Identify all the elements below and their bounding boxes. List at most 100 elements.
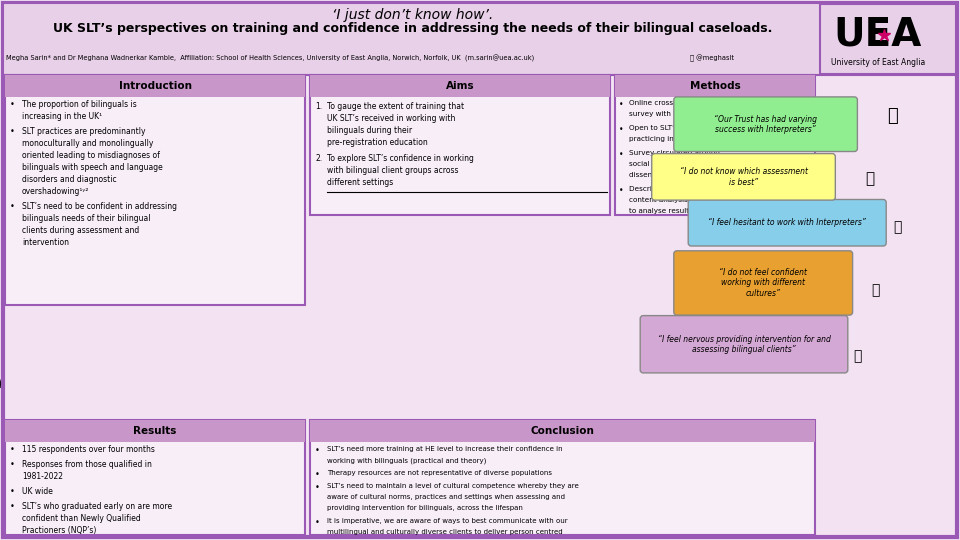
FancyBboxPatch shape [640,315,848,373]
Text: aware of cultural norms, practices and settings when assessing and: aware of cultural norms, practices and s… [327,494,565,500]
FancyBboxPatch shape [674,251,852,315]
Text: SLT’s need more training at HE level to increase their confidence in: SLT’s need more training at HE level to … [327,446,563,452]
Text: 16.5%: 16.5% [186,280,200,285]
Bar [246,266,286,281]
Text: bilinguals needs of their bilingual: bilinguals needs of their bilingual [22,214,151,223]
Text: 1.: 1. [315,102,323,111]
Text: 👤: 👤 [853,349,861,363]
FancyBboxPatch shape [688,199,886,246]
Bar [99,278,139,307]
Text: UK SLT’s perspectives on training and confidence in addressing the needs of thei: UK SLT’s perspectives on training and co… [54,22,773,35]
Bar [323,368,334,462]
Text: Open to SLT’s trained and: Open to SLT’s trained and [629,125,722,131]
Legend: 1, 2, 3, 4, 5: 1, 2, 3, 4, 5 [98,414,214,423]
Bar [544,406,557,462]
Text: “I feel hesitant to work with Interpreters”: “I feel hesitant to work with Interprete… [708,218,866,227]
Text: SLT’s need to be confident in addressing: SLT’s need to be confident in addressing [22,202,177,211]
Text: 2.86: 2.86 [256,256,276,265]
Text: 👤: 👤 [894,220,901,234]
Text: “I feel nervous providing intervention for and
assessing bilingual clients”: “I feel nervous providing intervention f… [658,335,830,354]
Text: SLT’s need to maintain a level of cultural competence whereby they are: SLT’s need to maintain a level of cultur… [327,483,579,489]
Text: UK SLT’s received in working with: UK SLT’s received in working with [327,114,455,123]
Text: 1981-2022: 1981-2022 [22,472,63,481]
Bar [26,266,66,281]
Bar [173,292,213,345]
Text: bilinguals during their: bilinguals during their [327,126,412,135]
Text: Methods: Methods [689,81,740,91]
Text: 12.5%: 12.5% [259,272,273,276]
Bar [366,382,378,462]
Text: content analysis were used: content analysis were used [629,197,728,203]
Text: Megha Sarin* and Dr Meghana Wadnerkar Kamble,  Affiliation: School of Health Sci: Megha Sarin* and Dr Meghana Wadnerkar Ka… [6,55,535,62]
Bar [173,377,213,386]
Text: 43.5%: 43.5% [186,316,200,320]
Text: Results: Results [133,426,177,436]
Bar [99,349,139,374]
Text: 27.0%: 27.0% [186,359,200,362]
Text: 👥: 👥 [865,171,875,186]
Text: intervention: intervention [22,238,69,247]
Bar [386,368,397,462]
Bar [26,343,66,374]
Bar [99,374,139,386]
Text: 29.6%: 29.6% [259,361,273,365]
FancyBboxPatch shape [310,75,610,215]
FancyBboxPatch shape [5,420,305,442]
Bar [354,393,366,462]
Text: 25.2%: 25.2% [39,356,53,361]
Text: 3.04: 3.04 [110,256,129,265]
Text: •: • [10,502,14,511]
Text: SLT practices are predominantly: SLT practices are predominantly [22,127,146,136]
FancyBboxPatch shape [5,75,305,305]
Text: 3.49: 3.49 [36,256,56,265]
Text: •: • [10,460,14,469]
Text: Descriptive statistics and: Descriptive statistics and [629,186,720,192]
Text: 9.6%: 9.6% [114,270,125,274]
Text: 7.8%: 7.8% [187,380,198,383]
Bar [418,435,429,462]
Legend: Training had, Would have
liked: Training had, Would have liked [640,233,688,256]
Text: 3.04: 3.04 [183,256,202,265]
Bar [513,390,525,462]
Text: Conclusion: Conclusion [531,426,594,436]
Text: UEA: UEA [834,15,923,53]
Text: •: • [10,487,14,496]
Text: pre-registration education: pre-registration education [327,138,428,147]
Text: University of East Anglia: University of East Anglia [830,58,925,67]
Text: •: • [315,518,320,527]
Text: 28.7%: 28.7% [39,325,53,328]
Text: 2.: 2. [315,154,323,163]
Text: •: • [315,446,320,455]
Text: disorders and diagnostic: disorders and diagnostic [22,175,116,184]
Text: 20.9%: 20.9% [112,359,126,363]
FancyBboxPatch shape [615,75,815,97]
Bar [493,382,505,462]
FancyBboxPatch shape [5,420,305,535]
Text: •: • [619,125,623,134]
FancyBboxPatch shape [310,420,815,442]
Bar [99,266,139,278]
Text: •: • [315,483,320,492]
Text: different settings: different settings [327,178,394,187]
Bar [246,302,286,345]
FancyBboxPatch shape [652,153,835,200]
FancyBboxPatch shape [615,75,815,215]
Text: 10.4%: 10.4% [112,378,126,382]
Text: monoculturally and monolingually: monoculturally and monolingually [22,139,154,148]
Bar [525,387,537,462]
Text: “I do not feel confident
working with different
cultures”: “I do not feel confident working with di… [719,268,807,298]
Y-axis label: Frequency (N): Frequency (N) [287,324,294,373]
Text: 23.5%: 23.5% [39,293,53,297]
Text: 17.4%: 17.4% [259,290,273,294]
Bar [334,261,347,462]
Bar [461,275,473,462]
Text: providing intervention for bilinguals, across the lifespan: providing intervention for bilinguals, a… [327,505,523,511]
Bar [246,345,286,380]
Bar [173,266,213,273]
Bar [576,435,588,462]
Text: Introduction: Introduction [118,81,191,91]
Text: 24.3%: 24.3% [112,291,126,294]
Text: overshadowing¹ʸ²: overshadowing¹ʸ² [22,187,89,196]
Text: Responses from those qualified in: Responses from those qualified in [22,460,152,469]
Bar [246,380,286,386]
